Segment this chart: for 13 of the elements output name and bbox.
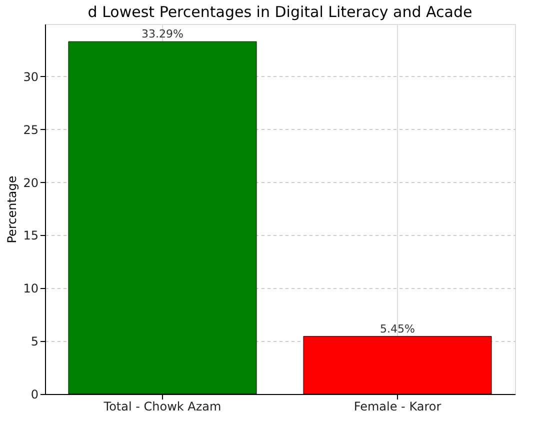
- y-tick-label: 5: [30, 334, 38, 349]
- y-tick-label: 25: [23, 122, 38, 137]
- x-tick-label: Female - Karor: [354, 400, 442, 414]
- y-tick-label: 30: [23, 70, 38, 84]
- data-label: 5.45%: [380, 322, 415, 336]
- y-axis-title: Percentage: [5, 176, 20, 244]
- y-tick-label: 15: [23, 228, 38, 243]
- y-tick-label: 10: [23, 282, 38, 296]
- y-tick-label: 20: [23, 176, 38, 190]
- y-tick-label: 0: [30, 388, 38, 402]
- x-tick-label: Total - Chowk Azam: [102, 400, 222, 414]
- data-label: 33.29%: [142, 28, 184, 41]
- chart-title: d Lowest Percentages in Digital Literacy and Acade: [88, 3, 472, 21]
